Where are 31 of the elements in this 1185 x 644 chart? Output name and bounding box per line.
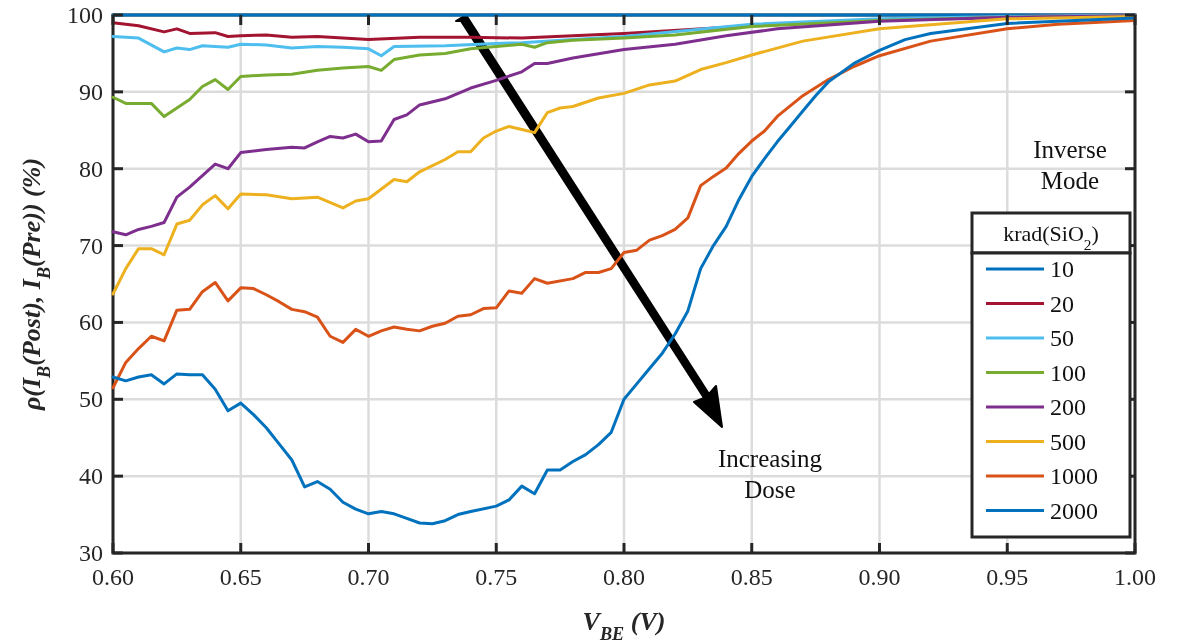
legend-label: 10 [1050,256,1074,282]
legend-label: 100 [1050,359,1086,386]
x-tick-label: 0.65 [219,564,262,590]
x-tick-label: 0.95 [986,564,1029,590]
annotation: Increasing Dose [717,445,823,503]
y-tick-label: 80 [79,155,103,182]
legend-label: 500 [1050,428,1086,455]
x-tick-label: 0.85 [730,564,773,590]
annotation: Inverse Mode [1033,136,1107,194]
x-axis-title: V$_{BE}$ (V) [582,607,666,644]
legend-label: 20 [1050,290,1074,317]
y-tick-label: 60 [79,309,103,336]
y-tick-label: 70 [79,232,103,259]
y-tick-label: 30 [79,540,103,566]
x-tick-label: 0.60 [92,564,134,590]
line-series [111,16,1137,526]
x-tick-label: 0.70 [347,564,390,590]
legend-label: 2000 [1050,497,1098,524]
y-tick-label: 100 [67,2,103,28]
legend-title: krad(SiO$_{2}$) [1003,221,1099,253]
legend-label: 200 [1050,394,1086,420]
x-tick-label: 0.90 [858,564,901,590]
x-tick-label: 0.80 [603,564,645,590]
legend-label: 1000 [1050,463,1098,489]
y-tick-label: 90 [79,78,103,105]
legend-label: 50 [1050,325,1074,351]
y-tick-label: 40 [79,463,103,490]
y-tick-label: 50 [79,386,103,413]
x-tick-label: 0.75 [475,564,518,590]
x-tick-label: 1.00 [1114,564,1156,590]
line-series [111,18,1137,390]
